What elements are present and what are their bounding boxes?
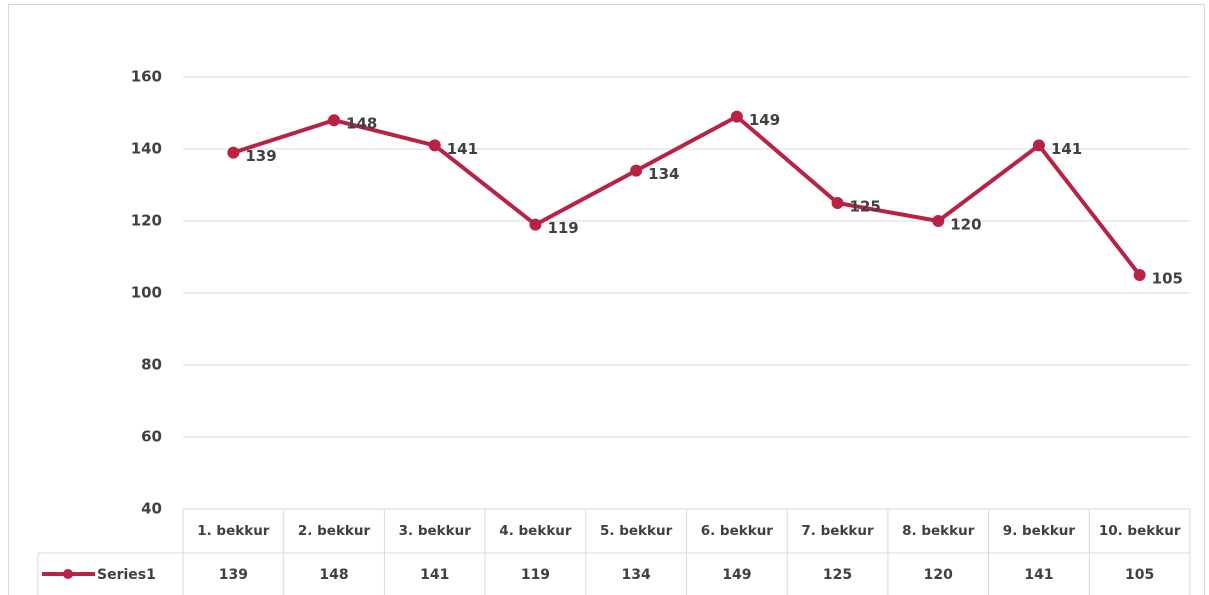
marker — [529, 218, 542, 231]
x-tick-label: 8. bekkur — [902, 523, 975, 539]
line — [232, 114, 1142, 277]
marker — [1032, 139, 1045, 152]
chart-border — [8, 4, 1205, 595]
y-tick-label: 100 — [131, 284, 162, 302]
y-tick-label: 120 — [131, 212, 162, 230]
marker — [1133, 269, 1146, 281]
x-tick-label: 3. bekkur — [399, 523, 472, 539]
y-tick-label: 80 — [141, 356, 162, 374]
marker — [932, 215, 945, 227]
marker — [730, 110, 743, 123]
y-tick-label: 40 — [141, 500, 162, 518]
marker — [227, 146, 240, 159]
data-label: 134 — [648, 165, 679, 183]
table-value: 105 — [1125, 567, 1154, 583]
table-value: 149 — [722, 567, 751, 583]
legend-label: Series1 — [97, 567, 156, 583]
x-tick-label: 6. bekkur — [701, 523, 774, 539]
data-label: 119 — [547, 219, 578, 237]
legend-marker — [63, 569, 73, 579]
data-label: 141 — [447, 140, 478, 158]
x-tick-label: 2. bekkur — [298, 523, 371, 539]
x-tick-label: 1. bekkur — [197, 523, 270, 539]
table-value: 119 — [521, 567, 550, 583]
data-label: 148 — [346, 115, 377, 133]
table-value: 120 — [924, 567, 953, 583]
x-tick-label: 5. bekkur — [600, 523, 673, 539]
x-tick-label: 4. bekkur — [499, 523, 572, 539]
data-label: 149 — [749, 111, 780, 129]
marker — [428, 139, 441, 152]
x-tick-label: 7. bekkur — [801, 523, 874, 539]
data-label: 139 — [245, 147, 276, 165]
data-label: 105 — [1152, 270, 1183, 288]
y-tick-label: 140 — [131, 140, 162, 158]
y-tick-label: 60 — [141, 428, 162, 446]
table-value: 141 — [1024, 567, 1053, 583]
data-label: 120 — [950, 216, 981, 234]
table-value: 125 — [823, 567, 852, 583]
data-label: 141 — [1051, 140, 1082, 158]
marker — [630, 164, 643, 177]
table-value: 134 — [622, 567, 651, 583]
y-tick-label: 160 — [131, 68, 162, 86]
table-value: 148 — [319, 567, 348, 583]
marker — [831, 197, 844, 209]
x-tick-label: 10. bekkur — [1099, 523, 1181, 539]
marker — [328, 114, 341, 127]
table-value: 141 — [420, 567, 449, 583]
x-tick-label: 9. bekkur — [1003, 523, 1076, 539]
data-label: 125 — [850, 198, 881, 216]
table-value: 139 — [219, 567, 248, 583]
